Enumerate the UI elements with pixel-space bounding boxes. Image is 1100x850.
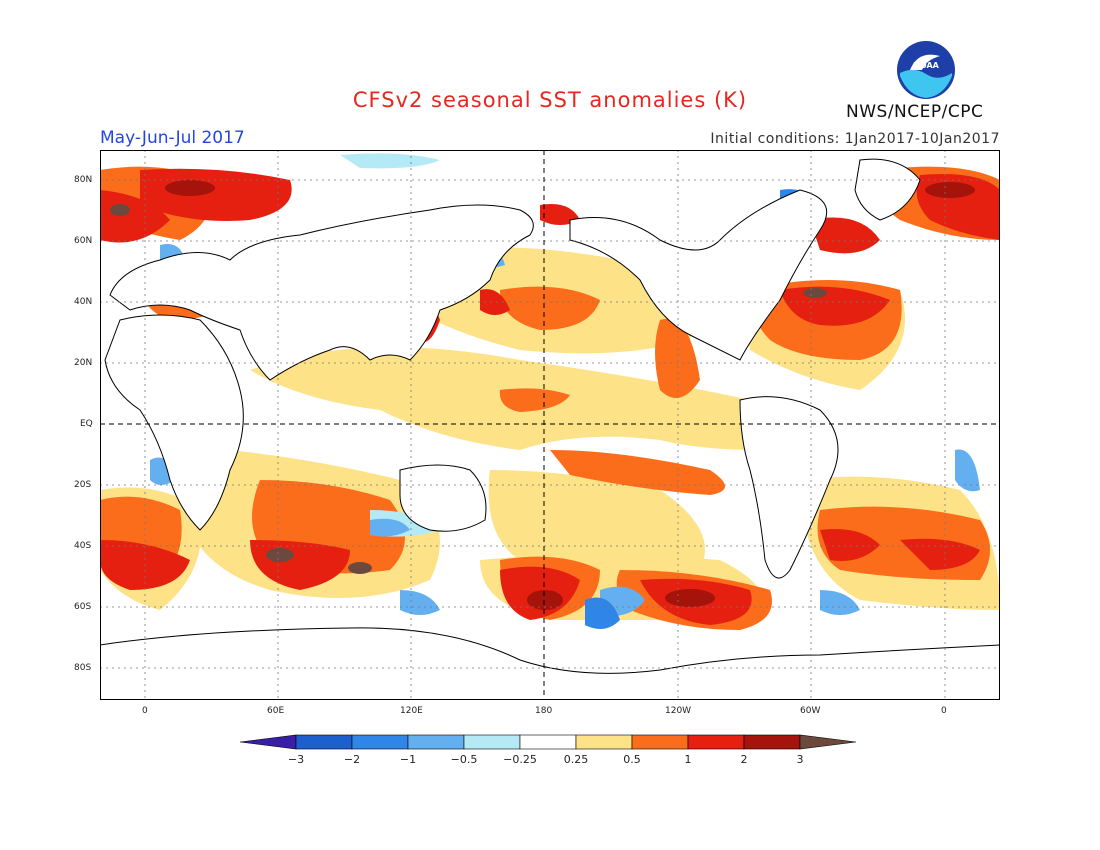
lat-label: EQ [80,419,93,429]
continents [100,158,1000,700]
colorbar-swatch [519,734,577,750]
colorbar-swatch-min [240,734,297,750]
lon-label: 0 [941,706,947,716]
chart-title: CFSv2 seasonal SST anomalies (K) [352,88,748,112]
lat-label: 60N [74,236,93,246]
colorbar-swatch [407,734,465,750]
lat-label: 80S [74,663,92,673]
colorbar-tick-label: 0.5 [623,753,641,766]
colorbar: −3 −2 −1 −0.5 −0.25 0.25 0.5 1 2 3 [240,734,857,766]
colorbar-swatch [687,734,745,750]
colorbar-tick-label: −0.25 [503,753,537,766]
colorbar-swatch [631,734,689,750]
lon-label: 60W [800,706,821,716]
logo-text: NOAA [913,61,939,70]
lon-label: 180 [535,706,553,716]
equator-dateline [100,150,1000,700]
lon-label: 60E [267,706,285,716]
colorbar-tick-label: −2 [344,753,360,766]
colorbar-tick-label: 1 [685,753,692,766]
initial-conditions: Initial conditions: 1Jan2017-10Jan2017 [710,131,1000,147]
agency-label: NWS/NCEP/CPC [846,102,984,122]
lat-label: 20S [74,480,92,490]
sst-anomaly-map [100,150,1000,700]
colorbar-tick-label: −0.5 [451,753,478,766]
lon-label: 120W [665,706,692,716]
colorbar-tick-label: 3 [797,753,804,766]
colorbar-swatch [463,734,521,750]
colorbar-swatch [351,734,409,750]
forecast-period: May-Jun-Jul 2017 [100,128,245,148]
colorbar-tick-label: −3 [288,753,304,766]
colorbar-tick-label: 0.25 [564,753,589,766]
graticule [100,150,1000,700]
colorbar-swatch [743,734,801,750]
lon-label: 0 [142,706,148,716]
lat-label: 20N [74,358,93,368]
lat-label: 40S [74,541,92,551]
map-frame [100,150,1000,700]
noaa-logo-icon: NOAA [897,41,955,99]
colorbar-swatch [295,734,353,750]
colorbar-tick-label: 2 [741,753,748,766]
colorbar-swatch-max [799,734,857,750]
colorbar-swatch [575,734,633,750]
lat-label: 60S [74,602,92,612]
lon-label: 120E [400,706,423,716]
colorbar-tick-label: −1 [400,753,416,766]
lat-label: 80N [74,175,93,185]
lat-label: 40N [74,297,93,307]
